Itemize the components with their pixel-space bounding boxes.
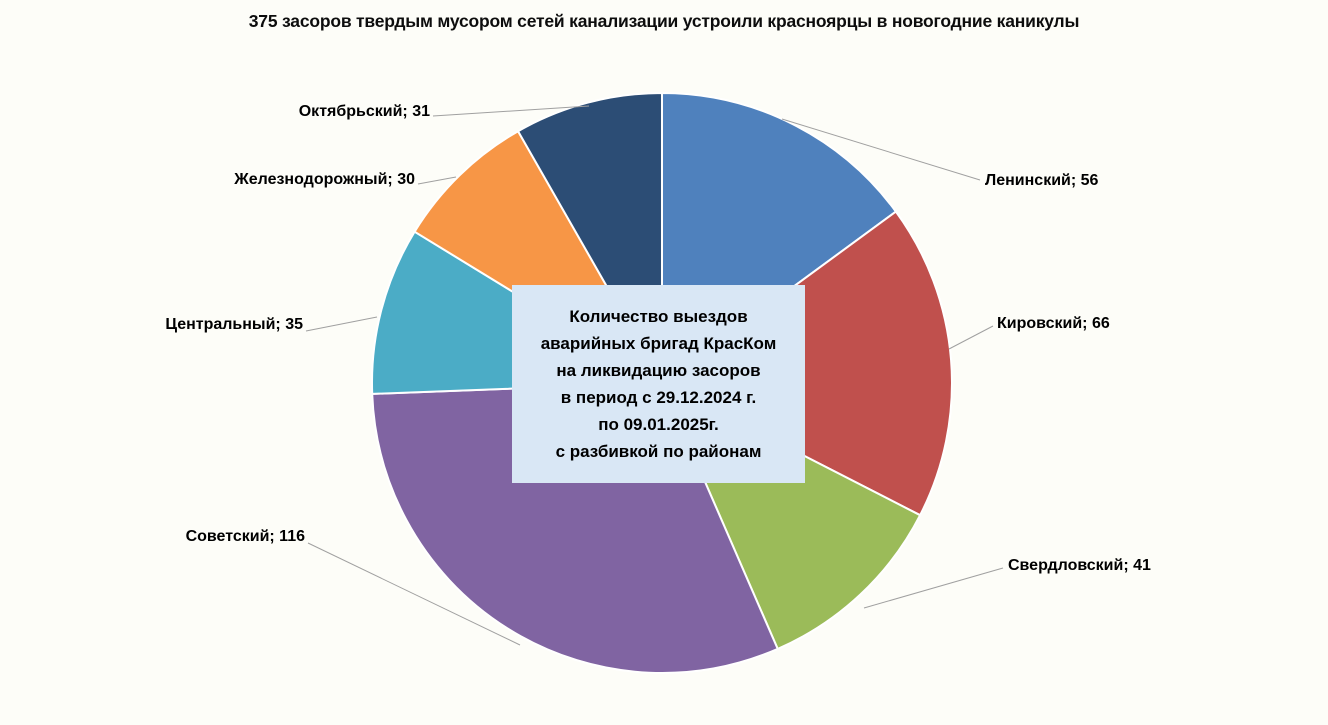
leader-line: [948, 325, 994, 350]
leader-line: [432, 105, 590, 117]
annotation-line: на ликвидацию засоров: [556, 361, 761, 380]
pie-slice-2: [661, 210, 953, 517]
leader-line: [781, 118, 981, 181]
annotation-line: по 09.01.2025г.: [598, 415, 719, 434]
annotation-line: аварийных бригад КрасКом: [540, 334, 777, 353]
leader-line: [307, 542, 521, 646]
annotation-line: с разбивкой по районам: [555, 442, 762, 461]
chart-title: 375 засоров твердым мусором сетей канали…: [248, 11, 1080, 31]
center-annotation-box: Количество выездов аварийных бригад Крас…: [512, 285, 805, 483]
annotation-line: в период с 29.12.2024 г.: [560, 388, 757, 407]
annotation-line: Количество выездов: [569, 307, 748, 326]
leader-line: [417, 176, 457, 185]
leader-line: [863, 567, 1004, 609]
leader-line: [305, 316, 378, 332]
